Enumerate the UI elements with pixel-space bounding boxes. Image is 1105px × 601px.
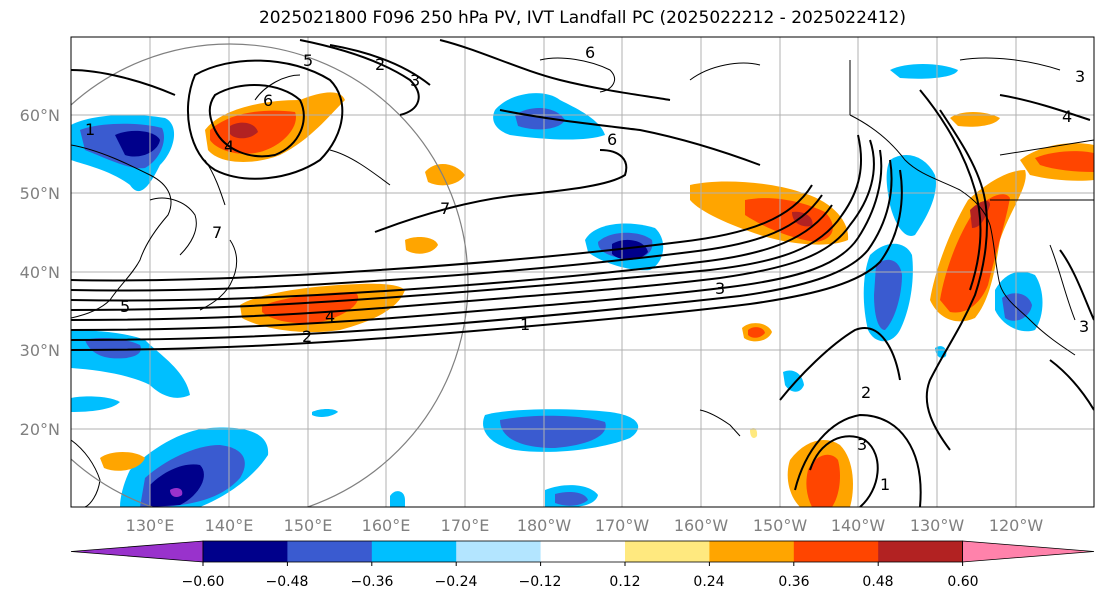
contour-label: 6	[607, 130, 617, 149]
lon-tick: 160°E	[362, 516, 411, 535]
lon-tick: 160°W	[674, 516, 729, 535]
colorbar-bin	[371, 541, 457, 562]
lon-tick: 150°W	[753, 516, 808, 535]
colorbar-bin	[709, 541, 795, 562]
colorbar	[70, 540, 1095, 566]
contour-label: 2	[861, 383, 871, 402]
lon-tick: 180°W	[517, 516, 572, 535]
contour-label: 2	[302, 327, 312, 346]
colorbar-bin	[878, 541, 964, 562]
colorbar-tick: −0.60	[182, 574, 225, 590]
contour-label: 4	[325, 307, 335, 326]
map-title: 2025021800 F096 250 hPa PV, IVT Landfall…	[258, 8, 906, 28]
lat-axis: 20°N 30°N 40°N 50°N 60°N	[20, 106, 60, 439]
contour-label: 1	[520, 315, 530, 334]
colorbar-bin	[287, 541, 373, 562]
lat-tick: 30°N	[20, 341, 60, 360]
contour-label: 1	[880, 475, 890, 494]
colorbar-tick: −0.12	[519, 574, 562, 590]
contour-label: 7	[212, 223, 222, 242]
colorbar-over-extend	[962, 540, 1095, 563]
contour-label: 7	[440, 199, 450, 218]
lon-tick: 130°E	[126, 516, 175, 535]
colorbar-tick: −0.36	[351, 574, 394, 590]
map-frame	[70, 36, 1095, 508]
coastlines	[71, 57, 1094, 507]
graticule	[71, 37, 1094, 507]
lon-tick: 170°W	[595, 516, 650, 535]
colorbar-tick: 0.12	[609, 574, 640, 590]
lon-tick: 130°W	[910, 516, 965, 535]
contour-label: 4	[224, 137, 234, 156]
contour-label: 3	[857, 435, 867, 454]
lon-tick: 140°W	[831, 516, 886, 535]
contour-label: 3	[1075, 67, 1085, 86]
contour-label: 6	[263, 91, 273, 110]
ivt-contours	[71, 39, 1094, 507]
contour-label: 1	[85, 120, 95, 139]
lon-tick: 150°E	[284, 516, 333, 535]
lat-tick: 50°N	[20, 184, 60, 203]
contour-label: 3	[1079, 317, 1089, 336]
colorbar-tick: 0.24	[693, 574, 724, 590]
colorbar-tick: 0.48	[862, 574, 893, 590]
contour-label: 6	[585, 43, 595, 62]
lon-tick: 120°W	[989, 516, 1044, 535]
colorbar-tick: 0.36	[778, 574, 809, 590]
range-circle	[71, 43, 469, 507]
colorbar-bin	[540, 541, 626, 562]
contour-labels: 5 2 3 6 6 6 4 7 7 3 1 4 2 5 2 3 1 3 4 3	[85, 43, 1089, 494]
contour-label: 2	[375, 55, 385, 74]
lon-tick: 140°E	[205, 516, 254, 535]
contour-label: 5	[120, 297, 130, 316]
lat-tick: 60°N	[20, 106, 60, 125]
colorbar-frame	[202, 540, 963, 563]
contour-label: 3	[410, 71, 420, 90]
colorbar-tick: 0.60	[947, 574, 978, 590]
map-panel: 5 2 3 6 6 6 4 7 7 3 1 4 2 5 2 3 1 3 4 3	[70, 36, 1095, 508]
lon-tick: 170°E	[441, 516, 490, 535]
colorbar-tick: −0.48	[266, 574, 309, 590]
contour-label: 4	[1062, 107, 1072, 126]
colorbar-tick: −0.24	[435, 574, 478, 590]
colorbar-bin	[793, 541, 879, 562]
colorbar-bin	[456, 541, 542, 562]
lon-axis: 130°E 140°E 150°E 160°E 170°E 180°W 170°…	[126, 516, 1044, 535]
colorbar-under-extend	[70, 540, 204, 563]
contour-label: 5	[303, 51, 313, 70]
contour-label: 3	[715, 279, 725, 298]
colorbar-ticks: −0.60 −0.48 −0.36 −0.24 −0.12 0.12 0.24 …	[182, 574, 979, 590]
colorbar-bin	[625, 541, 710, 562]
colorbar-bin	[203, 541, 288, 562]
lat-tick: 40°N	[20, 263, 60, 282]
lat-tick: 20°N	[20, 420, 60, 439]
